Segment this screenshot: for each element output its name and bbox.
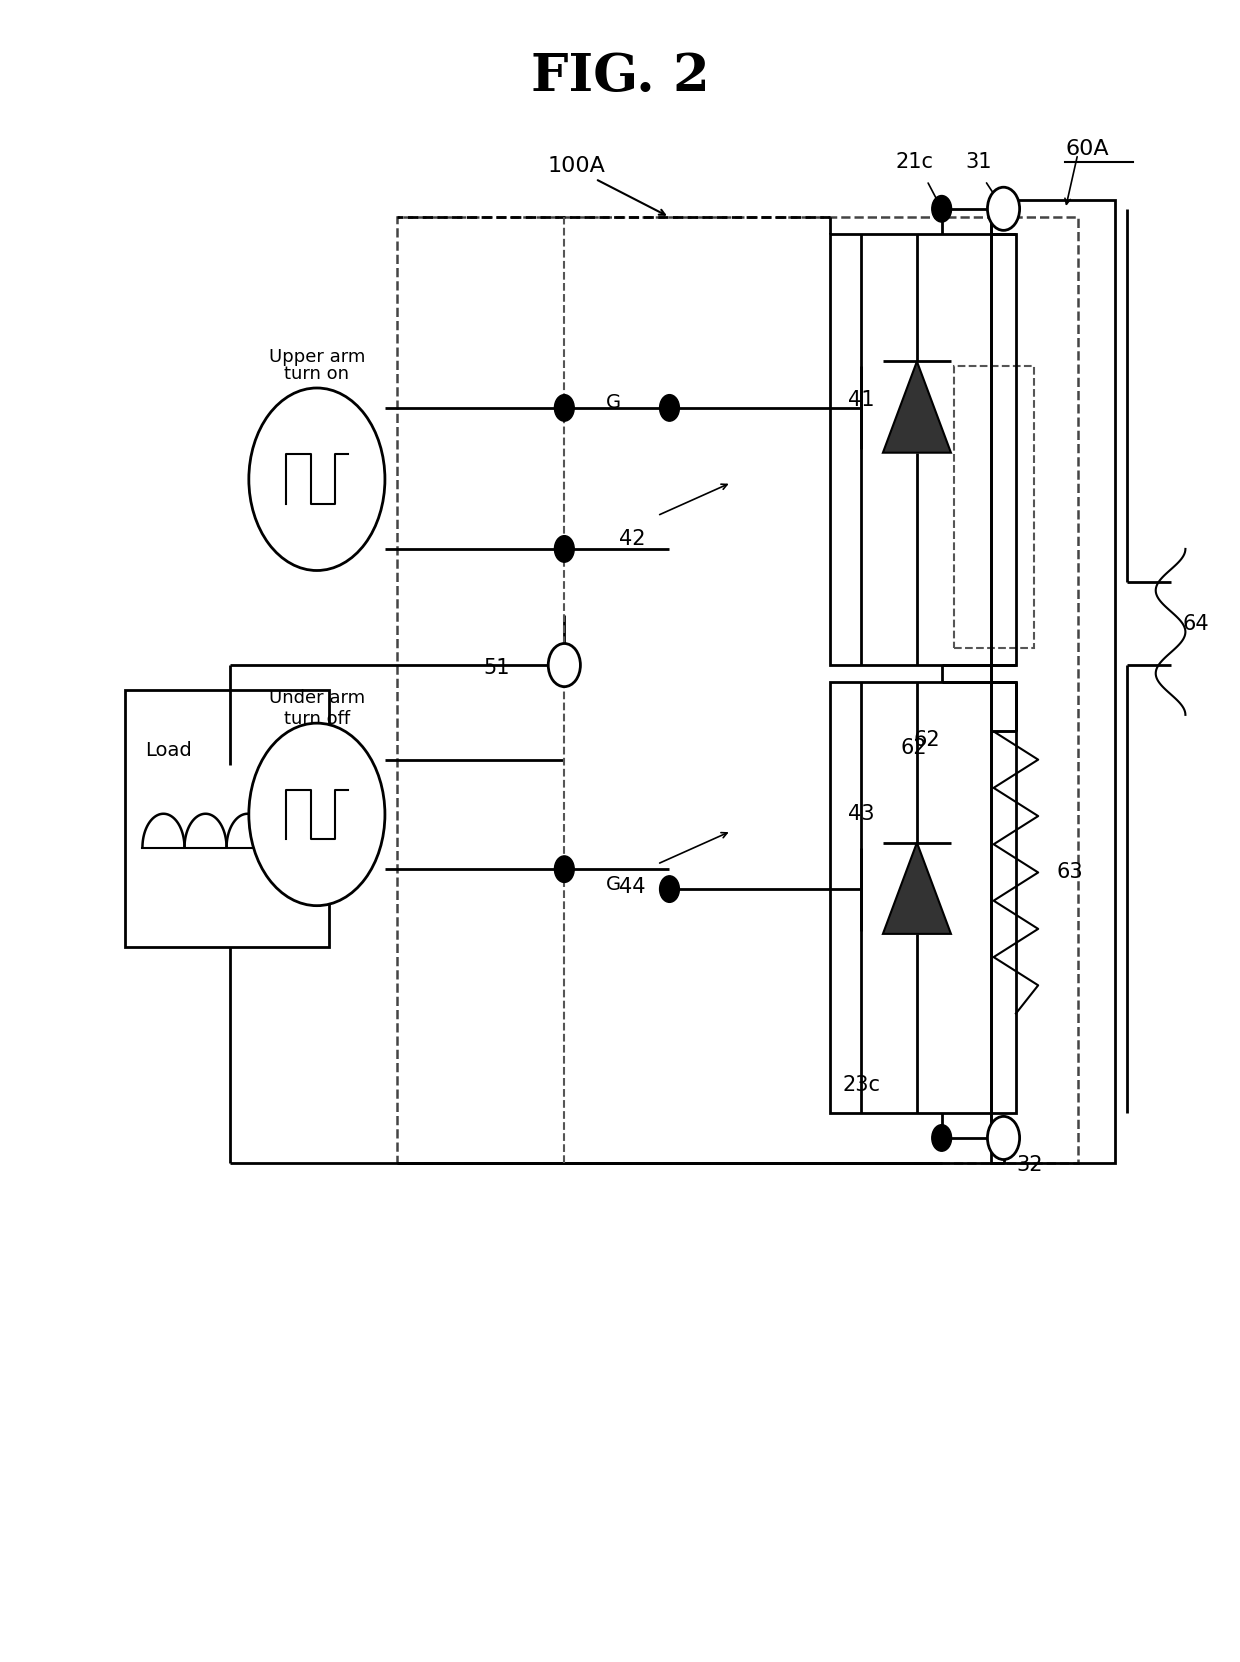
Text: turn on: turn on (284, 366, 350, 382)
Text: FIG. 2: FIG. 2 (531, 50, 709, 101)
Circle shape (987, 1117, 1019, 1160)
Circle shape (987, 188, 1019, 231)
Circle shape (554, 856, 574, 883)
Text: 23c: 23c (842, 1075, 880, 1095)
Polygon shape (883, 361, 951, 452)
Text: 62: 62 (914, 730, 940, 750)
Text: turn off: turn off (284, 710, 350, 728)
Text: 100A: 100A (548, 156, 605, 176)
Circle shape (249, 387, 384, 570)
Text: 32: 32 (1016, 1155, 1043, 1175)
Circle shape (931, 196, 951, 223)
Text: 63: 63 (1056, 863, 1084, 883)
Polygon shape (883, 843, 951, 934)
Circle shape (554, 394, 574, 420)
Text: Load: Load (145, 741, 192, 760)
Text: G: G (606, 874, 621, 894)
Circle shape (660, 876, 680, 902)
Text: 51: 51 (484, 658, 510, 678)
Circle shape (660, 394, 680, 420)
Text: G: G (606, 394, 621, 412)
Text: 64: 64 (1183, 613, 1209, 633)
Text: 31: 31 (966, 153, 992, 173)
Circle shape (249, 723, 384, 906)
Text: Under arm: Under arm (269, 688, 365, 706)
Text: Upper arm: Upper arm (269, 349, 365, 366)
Text: 62: 62 (900, 738, 926, 758)
Text: 60A: 60A (1065, 140, 1109, 160)
Circle shape (931, 1125, 951, 1152)
Text: 41: 41 (848, 389, 874, 409)
Circle shape (554, 535, 574, 562)
Text: 42: 42 (619, 529, 646, 548)
Text: 44: 44 (619, 878, 646, 897)
Text: 21c: 21c (895, 153, 934, 173)
Circle shape (548, 643, 580, 686)
Text: 43: 43 (848, 804, 874, 824)
